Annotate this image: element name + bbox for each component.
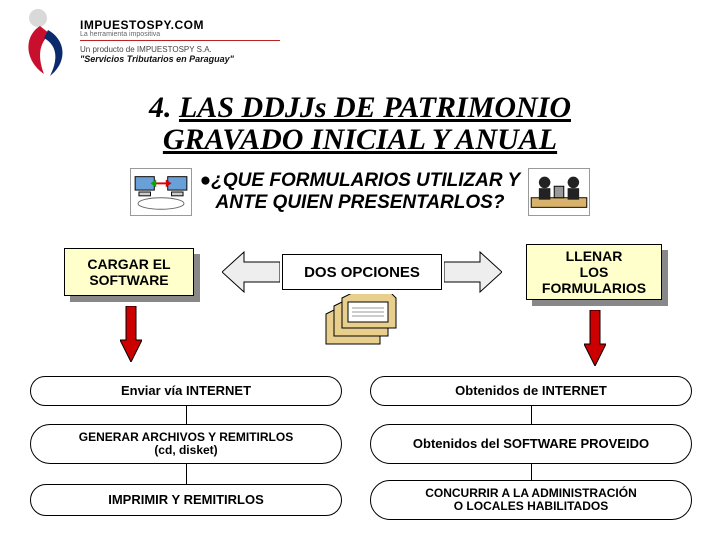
people-at-desk-icon [528, 168, 590, 216]
logo-swoosh-icon [18, 8, 74, 78]
pill-left-1: Enviar vía INTERNET [30, 376, 342, 406]
pill-right-3-label: CONCURRIR A LA ADMINISTRACIÓN O LOCALES … [425, 487, 637, 513]
option-right-box: LLENAR LOS FORMULARIOS [526, 244, 662, 300]
connector [531, 464, 532, 480]
connector [531, 406, 532, 424]
pill-left-2: GENERAR ARCHIVOS Y REMITIRLOS (cd, diske… [30, 424, 342, 464]
slide-title: 4. LAS DDJJs DE PATRIMONIO GRAVADO INICI… [0, 92, 720, 155]
folders-icon [318, 294, 408, 354]
arrow-left-icon [222, 248, 280, 296]
option-left-box: CARGAR EL SOFTWARE [64, 248, 194, 296]
subtitle-row: ●¿QUE FORMULARIOS UTILIZAR Y ANTE QUIEN … [0, 168, 720, 216]
subtitle-text: ●¿QUE FORMULARIOS UTILIZAR Y ANTE QUIEN … [200, 170, 520, 214]
network-computers-icon [130, 168, 192, 216]
logo-motto: "Servicios Tributarios en Paraguay" [80, 54, 280, 64]
center-box-label: DOS OPCIONES [304, 264, 420, 281]
pill-right-2-label: Obtenidos del SOFTWARE PROVEIDO [413, 437, 649, 451]
subtitle-line1: ¿QUE FORMULARIOS UTILIZAR Y [211, 170, 520, 191]
pill-right-2: Obtenidos del SOFTWARE PROVEIDO [370, 424, 692, 464]
title-line2-ul: GRAVADO INICIAL Y ANUAL [163, 123, 557, 156]
logo-block: IMPUESTOSPY.COM La herramienta impositiv… [18, 6, 338, 86]
red-arrow-left-icon [120, 306, 142, 362]
connector [186, 464, 187, 484]
pill-left-1-label: Enviar vía INTERNET [121, 384, 251, 398]
option-left-label: CARGAR EL SOFTWARE [87, 256, 170, 288]
red-arrow-right-icon [584, 310, 606, 366]
title-line1-ul: LAS DDJJs DE PATRIMONIO [179, 91, 571, 124]
pill-left-2-label: GENERAR ARCHIVOS Y REMITIRLOS (cd, diske… [79, 431, 293, 457]
connector [186, 406, 187, 424]
pill-left-3-label: IMPRIMIR Y REMITIRLOS [108, 493, 264, 507]
pill-right-1: Obtenidos de INTERNET [370, 376, 692, 406]
arrow-right-icon [444, 248, 502, 296]
subtitle-line2: ANTE QUIEN PRESENTARLOS? [216, 192, 505, 213]
pill-right-3: CONCURRIR A LA ADMINISTRACIÓN O LOCALES … [370, 480, 692, 520]
center-box: DOS OPCIONES [282, 254, 442, 290]
pill-left-3: IMPRIMIR Y REMITIRLOS [30, 484, 342, 516]
logo-subline: Un producto de IMPUESTOSPY S.A. [80, 45, 280, 54]
option-right-label: LLENAR LOS FORMULARIOS [542, 248, 646, 296]
pill-right-1-label: Obtenidos de INTERNET [455, 384, 607, 398]
logo-brand: IMPUESTOSPY.COM [80, 18, 280, 32]
logo-text: IMPUESTOSPY.COM La herramienta impositiv… [80, 18, 280, 64]
